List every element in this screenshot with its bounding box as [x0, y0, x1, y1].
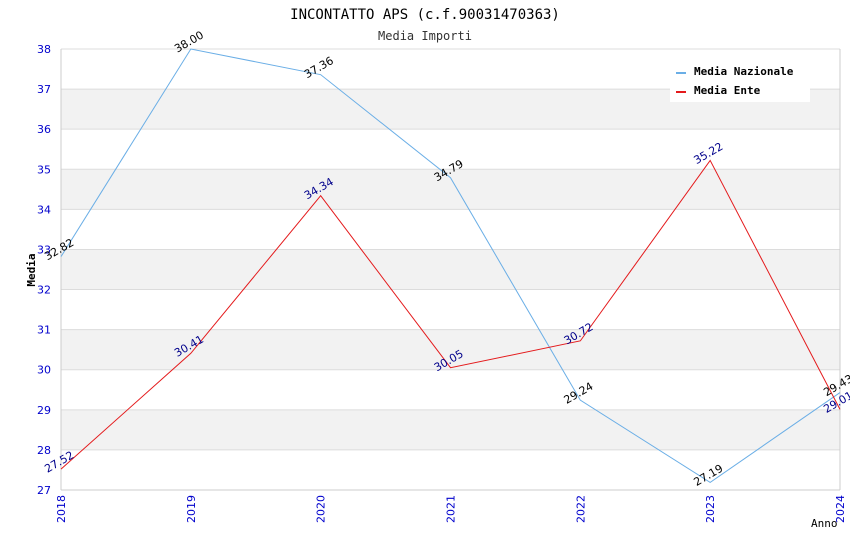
data-label: 27.19 [692, 462, 726, 489]
x-tick-labels: 2018 2019 2020 2021 2022 2023 2024 [55, 495, 847, 523]
x-tick-label: 2022 [574, 495, 587, 523]
x-tick-label: 2020 [315, 495, 328, 523]
grid-band [61, 329, 840, 370]
legend-background [670, 60, 810, 102]
grid-band [61, 409, 840, 450]
x-axis-label: Anno [811, 517, 838, 530]
legend-label-nazionale: Media Nazionale [694, 65, 794, 78]
legend-label-ente: Media Ente [694, 84, 761, 97]
x-tick-label: 2021 [445, 495, 458, 523]
y-tick-label: 33 [37, 243, 51, 256]
chart-subtitle: Media Importi [378, 29, 472, 43]
y-tick-label: 35 [37, 163, 51, 176]
y-tick-label: 27 [37, 484, 51, 497]
y-tick-label: 36 [37, 123, 51, 136]
grid-band [61, 169, 840, 210]
y-tick-label: 34 [37, 203, 51, 216]
y-axis-label: Media [25, 253, 38, 286]
axes [60, 49, 841, 491]
series-lines [60, 48, 841, 483]
y-tick-label: 32 [37, 284, 51, 297]
grid-bands [61, 89, 840, 450]
series-line-1 [60, 159, 841, 470]
data-label: 37.36 [302, 54, 336, 81]
y-tick-label: 31 [37, 324, 51, 337]
x-tick-label: 2023 [704, 495, 717, 523]
legend: Media Nazionale Media Ente [670, 60, 810, 102]
y-tick-label: 30 [37, 364, 51, 377]
grid-band [61, 249, 840, 290]
data-label: 29.24 [562, 380, 596, 407]
y-tick-label: 29 [37, 404, 51, 417]
x-tick-label: 2019 [185, 495, 198, 523]
x-tick-label: 2018 [55, 495, 68, 523]
x-tick-label: 2024 [834, 495, 847, 523]
y-tick-label: 28 [37, 444, 51, 457]
y-tick-labels: 27 28 29 30 31 32 33 34 35 36 37 38 [37, 43, 51, 497]
chart-title: INCONTATTO APS (c.f.90031470363) [290, 7, 560, 23]
series-line-0 [60, 48, 841, 483]
y-tick-label: 38 [37, 43, 51, 56]
y-tick-label: 37 [37, 83, 51, 96]
grid-lines [61, 48, 840, 491]
